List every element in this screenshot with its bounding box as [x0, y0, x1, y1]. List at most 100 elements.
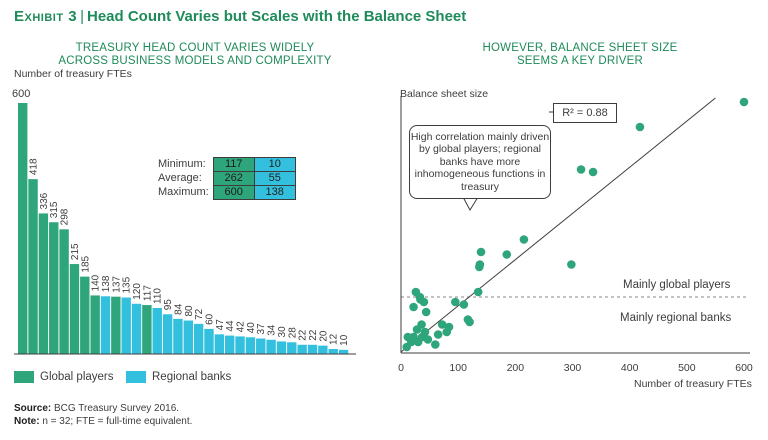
scatter-point [437, 320, 447, 329]
source-text: BCG Treasury Survey 2016. [54, 403, 180, 414]
stats-regional-value: 10 [253, 157, 296, 172]
bar-27 [287, 342, 297, 354]
right-subtitle-line1: HOWEVER, BALANCE SHEET SIZE [482, 42, 678, 54]
bar-5 [59, 229, 69, 354]
bar-value-label: 10 [339, 334, 350, 346]
x-tick-label: 100 [449, 362, 467, 374]
scatter-point [459, 300, 469, 309]
right-y-axis-label: Balance sheet size [400, 88, 489, 100]
scatter-point [433, 330, 443, 339]
zone-regional-label: Mainly regional banks [620, 312, 732, 324]
footer-source: Source: BCG Treasury Survey 2016. [14, 403, 179, 414]
bar-value-label: 12 [329, 333, 340, 345]
legend-regional: Regional banks [126, 371, 231, 383]
bar-21 [225, 335, 235, 354]
bar-14 [152, 307, 162, 354]
bar-value-label: 110 [153, 288, 164, 304]
bar-11 [121, 297, 131, 354]
callout-pointer [462, 196, 479, 212]
bar-value-label: 80 [184, 305, 195, 317]
page-title: Head Count Varies but Scales with the Ba… [86, 8, 467, 25]
bar-28 [297, 344, 307, 354]
bar-value-label: 135 [122, 276, 133, 293]
stats-row-minimum: Minimum: 117 10 [158, 157, 296, 172]
bar-value-label: 600 [12, 88, 30, 100]
bar-13 [142, 305, 152, 354]
note-label: Note: [14, 416, 40, 427]
scatter-point [421, 307, 431, 317]
scatter-point [431, 340, 440, 349]
scatter-point [409, 302, 418, 312]
bar-22 [235, 336, 245, 354]
stats-row-average: Average: 262 55 [158, 171, 296, 186]
bar-value-label: 95 [163, 299, 174, 311]
note-text: n = 32; FTE = full-time equivalent. [42, 416, 193, 427]
stats-table: Minimum: 117 10 Average: 262 55 Maximum:… [158, 157, 296, 200]
right-subtitle-line2: SEEMS A KEY DRIVER [516, 55, 644, 67]
bar-18 [193, 323, 204, 354]
left-chart-subtitle: TREASURY HEAD COUNT VARIES WIDELY ACROSS… [30, 42, 360, 68]
bar-26 [276, 341, 287, 354]
stats-label: Maximum: [158, 186, 209, 198]
bar-value-label: 40 [246, 322, 257, 334]
scatter-point [502, 250, 512, 259]
scatter-point [415, 292, 425, 302]
bar-16 [173, 318, 183, 354]
scatter-point [567, 260, 576, 269]
exhibit-title: Exhibit 3 | Head Count Varies but Scales w… [14, 8, 466, 25]
bar-1 [18, 103, 28, 354]
bar-value-label: 315 [49, 201, 60, 218]
right-chart-subtitle: HOWEVER, BALANCE SHEET SIZE SEEMS A KEY … [430, 42, 730, 68]
bar-29 [307, 344, 318, 354]
bar-24 [256, 338, 266, 354]
x-tick-label: 0 [398, 362, 404, 374]
scatter-point [588, 167, 598, 177]
bar-value-label: 138 [101, 275, 112, 292]
bar-value-label: 22 [298, 329, 309, 341]
bar-30 [318, 345, 328, 354]
legend-regional-label: Regional banks [152, 371, 232, 383]
bar-4 [49, 222, 59, 354]
scatter-point [451, 297, 460, 307]
bar-value-label: 20 [318, 330, 329, 342]
legend-global: Global players [14, 371, 114, 383]
bar-3 [38, 213, 49, 354]
bar-value-label: 140 [91, 274, 102, 291]
title-separator: | [80, 8, 84, 25]
bar-9 [100, 296, 111, 354]
right-x-axis-label: Number of treasury FTEs [634, 378, 752, 390]
zone-global-label: Mainly global players [623, 279, 731, 291]
stats-global-value: 117 [212, 157, 255, 172]
x-tick-label: 600 [735, 362, 753, 374]
bar-25 [266, 339, 276, 354]
left-subtitle-line2: ACROSS BUSINESS MODELS AND COMPLEXITY [58, 55, 332, 67]
footer-note: Note: n = 32; FTE = full-time equivalent… [14, 416, 192, 427]
stats-regional-value: 55 [253, 171, 296, 186]
bar-value-label: 336 [39, 192, 50, 209]
scatter-point [406, 337, 416, 347]
left-subtitle-line1: TREASURY HEAD COUNT VARIES WIDELY [75, 42, 315, 54]
bar-value-label: 44 [225, 320, 236, 332]
scatter-point [473, 287, 483, 297]
r-squared-box: R² = 0.88 [553, 103, 617, 123]
stats-row-maximum: Maximum: 600 138 [158, 185, 296, 200]
legend-swatch-global [14, 371, 34, 383]
callout-box: High correlation mainly driven by global… [409, 125, 551, 199]
x-tick-label: 300 [564, 362, 582, 374]
bar-23 [245, 337, 256, 354]
bar-19 [204, 328, 214, 354]
bar-value-label: 60 [205, 313, 216, 325]
bar-value-label: 72 [194, 308, 205, 320]
stats-label: Minimum: [158, 158, 206, 170]
x-tick-label: 200 [507, 362, 525, 374]
scatter-point [739, 97, 749, 107]
callout-text: High correlation mainly driven by global… [410, 130, 550, 193]
legend-swatch-regional [126, 371, 146, 383]
bar-7 [80, 276, 90, 354]
bar-value-label: 185 [80, 255, 91, 272]
bar-value-label: 42 [236, 321, 247, 333]
bar-value-label: 120 [132, 283, 143, 300]
scatter-chart: 0 100 200 300 400 500 600 [398, 96, 753, 374]
